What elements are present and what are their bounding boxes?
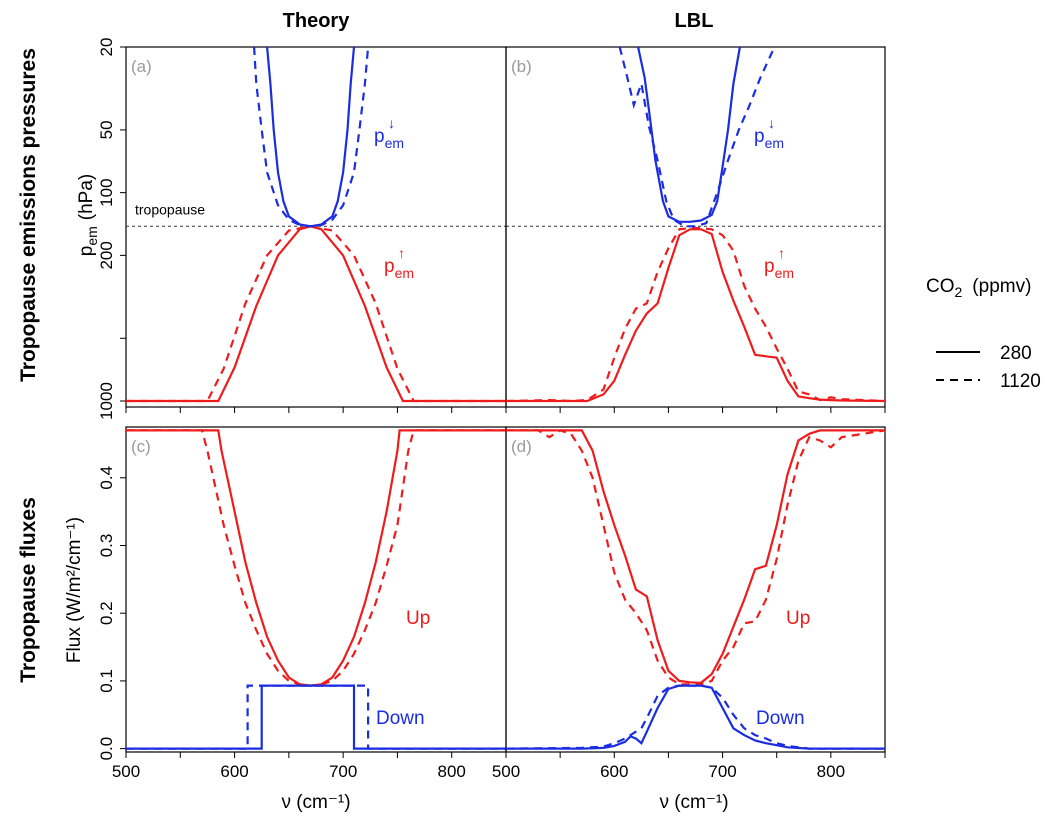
series-up-280 [506, 429, 885, 685]
x-tick-label: 500 [112, 762, 140, 781]
panel-tag: (a) [131, 57, 152, 76]
series-up-280 [506, 228, 885, 403]
y-tick-label: 20 [97, 38, 116, 57]
series-down-1120 [253, 47, 370, 228]
x-tick-label: 700 [329, 762, 357, 781]
series-up-1120 [506, 227, 885, 403]
series-up-1120 [126, 225, 506, 403]
panel-tag: (c) [131, 437, 151, 456]
label-pem-down-sub: em [765, 135, 784, 151]
y-tick-label: 1000 [97, 382, 116, 420]
plot-frame [125, 426, 507, 753]
label-pem-down-arrow: ↓ [388, 115, 395, 131]
top-ylabel-main: p [76, 246, 97, 257]
series-down-280 [266, 47, 356, 228]
series-up-1120 [506, 429, 885, 686]
panel-tag: (d) [511, 437, 532, 456]
y-tick-label: 100 [97, 178, 116, 206]
x-tick-label: 800 [438, 762, 466, 781]
legend-title: CO2 (ppmv) [926, 276, 1031, 300]
y-tick-label: 0.1 [97, 669, 116, 693]
legend-title-sub: 2 [955, 284, 963, 300]
x-tick-label: 600 [600, 762, 628, 781]
x-tick-label: 800 [817, 762, 845, 781]
x-tick-label: 700 [708, 762, 736, 781]
y-tick-label: 50 [97, 120, 116, 139]
y-tick-label: 0.2 [97, 601, 116, 625]
tropopause-label: tropopause [135, 201, 205, 217]
series-up-1120 [126, 429, 506, 687]
top-ylabel-sub: em [84, 226, 100, 245]
label-pem-up-sub: em [395, 265, 414, 281]
column-title-theory: Theory [283, 10, 351, 32]
series-up-280 [126, 225, 506, 403]
legend-label-1120: 1120 [1000, 371, 1041, 392]
top-ylabel-unit: (hPa) [76, 174, 97, 220]
y-tick-label: 0.4 [97, 466, 116, 490]
y-tick-label: 0.0 [97, 737, 116, 761]
top-y-axis-label: pem (hPa) [76, 174, 100, 257]
label-up: Up [406, 608, 430, 629]
series-down-1120 [126, 684, 506, 750]
column-title-lbl: LBL [675, 10, 714, 32]
panel-b: (b)pem↓pem↑ [505, 46, 886, 413]
x-axis-label-left: ν (cm⁻¹) [281, 792, 350, 813]
legend-title-unit: (ppmv) [972, 276, 1031, 297]
x-axis-label-right: ν (cm⁻¹) [659, 792, 728, 813]
label-pem-up-arrow: ↑ [778, 245, 785, 261]
plot-frame [505, 426, 886, 753]
panel-tag: (b) [511, 57, 532, 76]
series-down-1120 [618, 47, 776, 228]
series-down-280 [506, 684, 885, 750]
y-tick-label: 200 [97, 241, 116, 269]
row-title-fluxes: Tropopause fluxes [17, 497, 40, 683]
panels: 20501002001000tropopause(a)pem↓pem↑(b)pe… [97, 38, 886, 781]
plot-frame [505, 46, 886, 408]
label-pem-up-sub: em [775, 265, 794, 281]
legend: CO2 (ppmv) 280 1120 [926, 276, 1041, 392]
label-up: Up [786, 608, 810, 629]
legend-label-280: 280 [1000, 343, 1032, 364]
series-down-1120 [506, 684, 885, 750]
legend-title-main: CO [926, 276, 955, 297]
y-tick-label: 0.3 [97, 534, 116, 558]
row-title-emission-pressures: Tropopause emissions pressures [17, 48, 40, 382]
panel-d: 500 600 700 800 (d) Up Down [492, 426, 886, 781]
series-down-280 [637, 47, 741, 223]
label-down: Down [376, 708, 425, 729]
label-pem-up-arrow: ↑ [398, 245, 405, 261]
label-pem-down-arrow: ↓ [768, 115, 775, 131]
series-down-280 [126, 684, 506, 750]
label-down: Down [756, 708, 805, 729]
x-tick-label: 600 [220, 762, 248, 781]
label-pem-down-sub: em [385, 135, 404, 151]
series-up-280 [126, 429, 506, 687]
bottom-y-axis-label: Flux (W/m²/cm⁻¹) [64, 517, 85, 663]
x-tick-label: 500 [492, 762, 520, 781]
panel-c: 500 600 700 800 0.0 0.1 0.2 0.3 0.4 (c) Up Down [97, 426, 507, 781]
